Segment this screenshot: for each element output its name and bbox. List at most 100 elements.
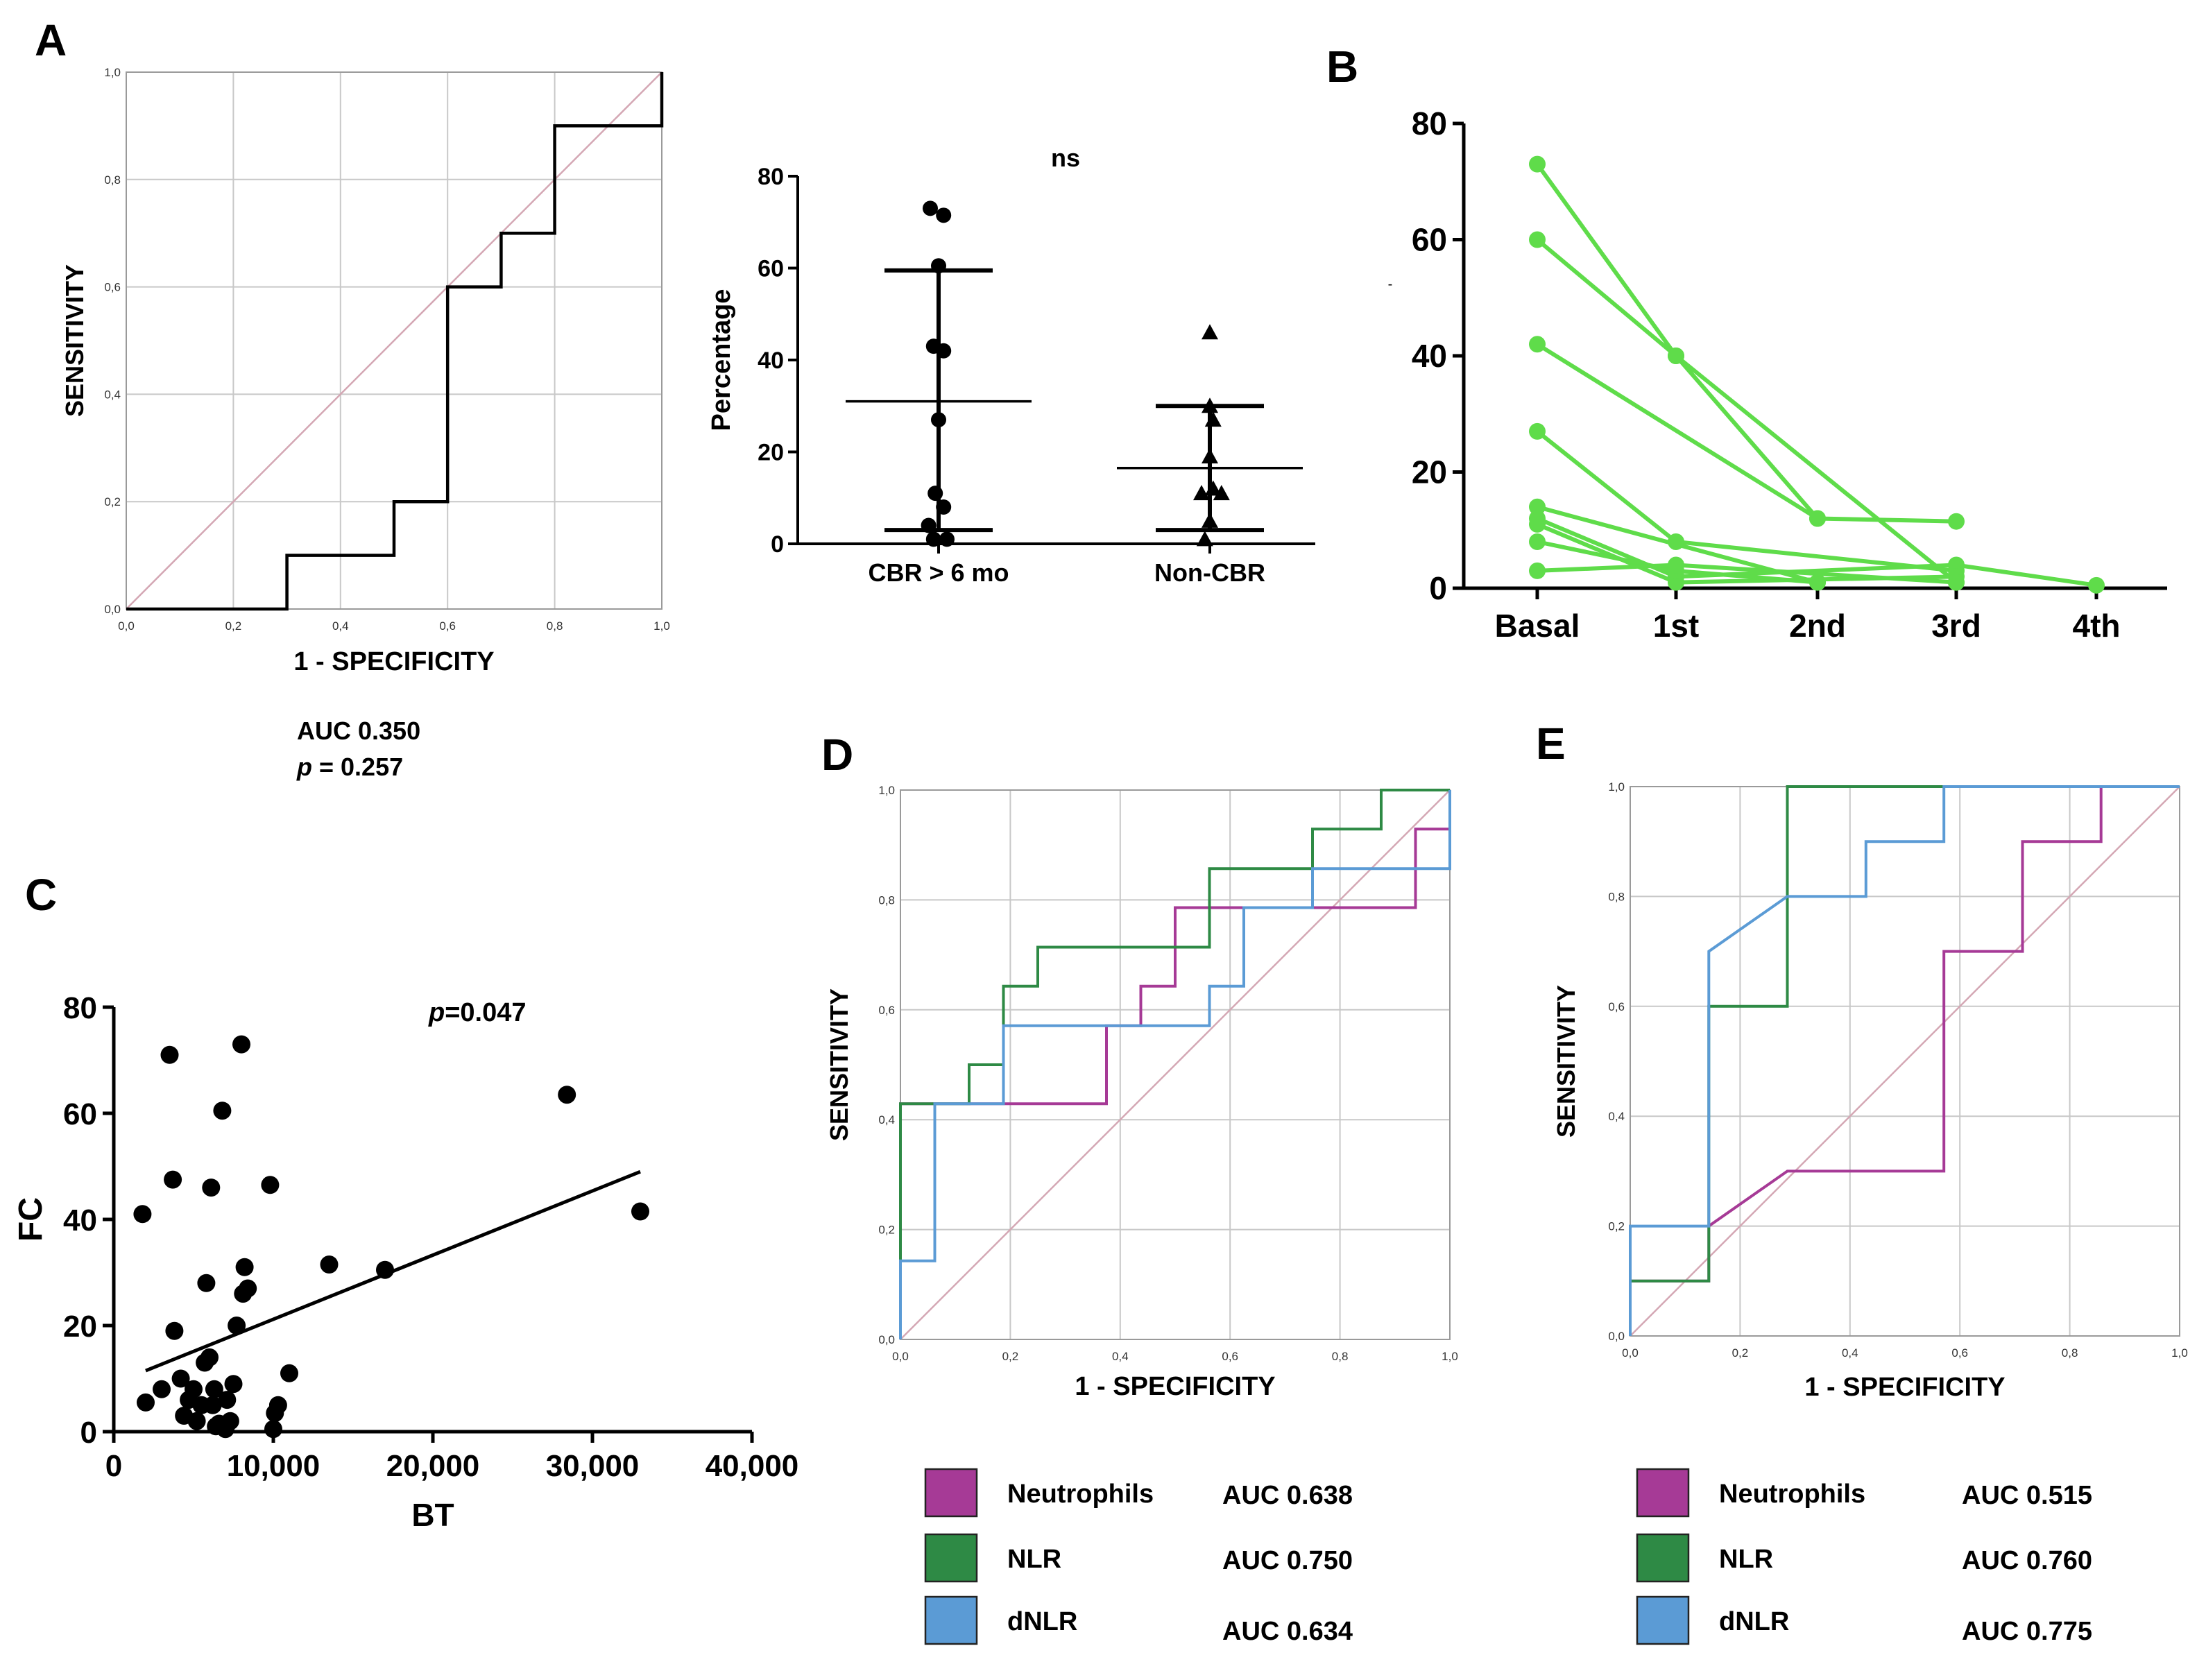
legend-name-dnlr: dNLR <box>1007 1607 1077 1636</box>
panel-c-p-text: p=0.047 <box>428 998 527 1027</box>
legend-name-neutrophils: Neutrophils <box>1007 1480 1154 1509</box>
data-point <box>1193 485 1210 501</box>
panel-c-p-value: =0.047 <box>445 998 526 1027</box>
legend-swatch-neutrophils <box>924 1468 978 1518</box>
x-tick-label: 0,2 <box>1732 1346 1749 1360</box>
data-point <box>197 1274 216 1292</box>
legend-swatch-neutrophils <box>1636 1468 1690 1518</box>
data-point <box>936 343 952 359</box>
x-tick-label: 0,6 <box>1222 1350 1238 1363</box>
x-tick-label: 4th <box>2073 608 2121 644</box>
x-tick-label: 0,0 <box>118 619 135 633</box>
data-point <box>205 1380 223 1398</box>
series-point-s8 <box>1809 574 1826 591</box>
panel-a-p-label: p <box>296 753 312 781</box>
series-point-s9 <box>1529 562 1546 579</box>
legend-swatch-nlr <box>1636 1533 1690 1583</box>
y-tick-label: 20 <box>63 1310 97 1344</box>
data-point <box>164 1170 182 1189</box>
data-point <box>939 531 955 547</box>
data-point <box>232 1035 250 1054</box>
roc-curve-nlr <box>899 789 1450 1339</box>
x-tick-label: Basal <box>1495 608 1580 644</box>
data-point <box>558 1086 576 1104</box>
data-point <box>931 412 946 428</box>
data-point <box>200 1348 219 1366</box>
x-tick-label: 3rd <box>1931 608 1981 644</box>
panel-letter-E: E <box>1536 719 1566 769</box>
reference-diagonal <box>900 789 1451 1340</box>
data-point <box>203 1396 222 1414</box>
y-tick-label: 80 <box>1412 105 1447 142</box>
x-tick-label: 0,4 <box>1842 1346 1858 1360</box>
y-tick-label: 0,6 <box>878 1004 895 1017</box>
data-point <box>213 1102 232 1120</box>
y-tick-label: 0,4 <box>1608 1110 1625 1123</box>
x-axis-label: 1 - SPECIFICITY <box>293 647 494 676</box>
series-line-s3 <box>1536 342 1957 524</box>
series-point-s6 <box>1948 556 1965 574</box>
x-tick-label: 20,000 <box>386 1449 480 1483</box>
legend-swatch-dnlr <box>1636 1595 1690 1645</box>
y-tick-label: 0 <box>1429 570 1447 606</box>
y-tick-label: 1,0 <box>878 784 895 797</box>
data-point <box>239 1279 257 1298</box>
y-tick-label: 0,0 <box>878 1333 895 1346</box>
panel-b-line-chart: 0 20 40 60 80 Basal 1st 2nd 3rd 4th - <box>1388 105 2167 644</box>
y-tick-label: 80 <box>63 991 97 1025</box>
data-point <box>1204 411 1222 427</box>
y-tick-label: 20 <box>758 440 784 466</box>
panel-a-roc-chart: 0,0 0,2 0,4 0,6 0,8 1,0 0,0 0,2 0,4 0,6 0,8 1,0 1 - … <box>60 66 670 676</box>
plot-frame <box>126 71 662 610</box>
data-point <box>185 1380 203 1398</box>
panel-c-scatter-chart: 0 20 40 60 80 0 10,000 20,000 30,000 40,000 BT FC <box>12 991 798 1533</box>
y-axis-mark: - <box>1388 277 1393 292</box>
y-axis-label: Percentage <box>707 289 736 431</box>
series-point-s4 <box>1529 422 1546 440</box>
panel-letter-D: D <box>821 730 853 780</box>
x-tick-label: 40,000 <box>706 1449 799 1483</box>
legend-name-nlr: NLR <box>1719 1545 1773 1574</box>
x-tick-label: 0,6 <box>1951 1346 1968 1360</box>
data-point <box>160 1045 179 1064</box>
x-tick-label: 0,0 <box>1622 1346 1639 1360</box>
y-tick-label: 0,4 <box>878 1113 895 1126</box>
data-point <box>921 517 937 533</box>
series-point-s5 <box>1529 498 1546 515</box>
panel-a-p-value: = 0.257 <box>312 753 403 781</box>
panel-c-p-label: p <box>428 998 445 1027</box>
y-tick-label: 0,6 <box>1608 1000 1625 1013</box>
y-tick-label: 0,2 <box>104 495 121 508</box>
data-point <box>320 1255 339 1274</box>
y-tick-label: 60 <box>1412 222 1447 258</box>
data-point <box>936 499 952 515</box>
data-point <box>1213 485 1230 501</box>
panel-letter-B: B <box>1326 42 1358 92</box>
data-point <box>923 200 938 216</box>
panel-e-roc-chart: 0,0 0,2 0,4 0,6 0,8 1,0 0,0 0,2 0,4 0,6 0,8 1,0 1 - … <box>1552 780 2188 1402</box>
x-tick-label: Non-CBR <box>1154 558 1265 587</box>
data-point <box>1202 448 1218 464</box>
panel-letter-C: C <box>25 870 57 920</box>
panel-d-legend: Neutrophils AUC 0.638 NLR AUC 0.750 dNLR AUC … <box>924 1468 1353 1646</box>
x-tick-label: 0,8 <box>2062 1346 2078 1360</box>
y-axis-label: SENSITIVITY <box>825 988 853 1141</box>
significance-label: ns <box>1051 144 1080 172</box>
panel-a-p-text: p = 0.257 <box>296 753 403 781</box>
y-tick-label: 0,6 <box>104 281 121 294</box>
y-tick-label: 60 <box>758 256 784 282</box>
y-axis-label: SENSITIVITY <box>60 264 89 417</box>
y-tick-label: 0,0 <box>1608 1330 1625 1343</box>
series-point-s3 <box>1948 513 1965 530</box>
x-tick-label: 1,0 <box>653 619 670 633</box>
y-tick-label: 20 <box>1412 454 1447 490</box>
series-point-s3 <box>1809 510 1826 527</box>
y-tick-label: 0,0 <box>104 603 121 616</box>
y-axis-label: FC <box>12 1197 49 1242</box>
x-axis-label: 1 - SPECIFICITY <box>1804 1373 2005 1402</box>
y-tick-label: 0,8 <box>1608 890 1625 903</box>
data-point <box>1196 531 1213 547</box>
data-point <box>631 1202 649 1221</box>
data-point <box>936 207 952 223</box>
